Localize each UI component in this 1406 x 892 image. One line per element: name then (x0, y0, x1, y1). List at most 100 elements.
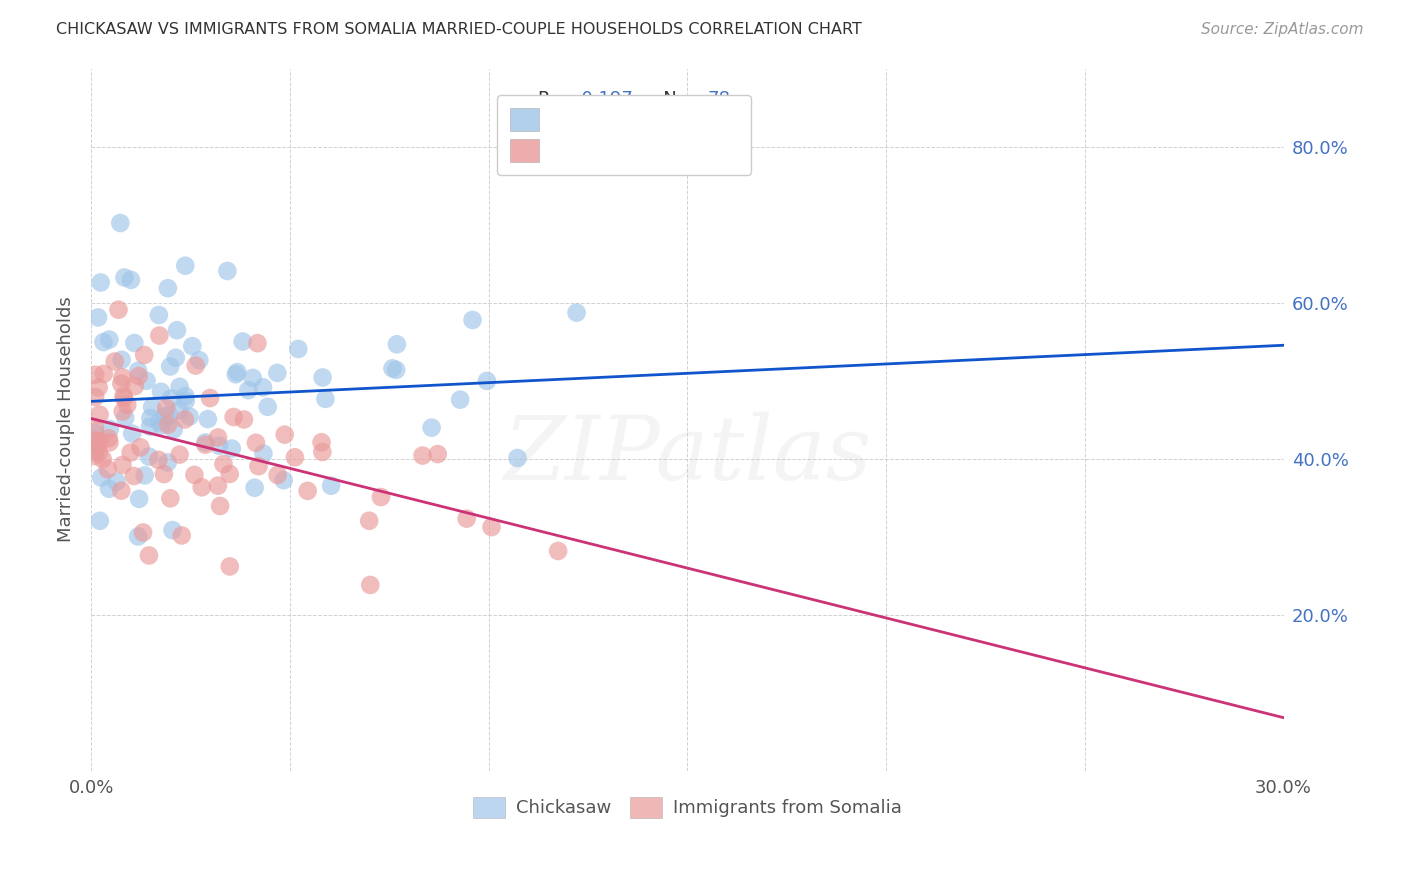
Text: 72: 72 (707, 116, 731, 134)
Point (252, 380, 274, 394)
Point (475, 374, 498, 388)
Point (190, 480, 212, 494)
Point (370, 490, 392, 504)
Point (84, 421, 107, 435)
Point (128, 369, 150, 384)
Point (506, 450, 529, 465)
Point (226, 365, 249, 379)
Point (208, 439, 231, 453)
Point (111, 404, 134, 418)
Point (84, 425, 107, 440)
Point (84, 434, 107, 448)
Point (426, 447, 449, 461)
Point (245, 435, 267, 450)
Point (232, 412, 254, 426)
Point (359, 514, 381, 528)
Point (127, 364, 149, 378)
Point (385, 337, 408, 351)
Text: -0.197: -0.197 (575, 90, 633, 108)
Point (188, 353, 211, 368)
Point (139, 419, 162, 434)
Point (87, 380, 110, 394)
Point (247, 459, 270, 474)
Point (169, 380, 191, 394)
Point (273, 427, 295, 442)
Point (212, 457, 235, 471)
Point (242, 371, 264, 385)
Point (148, 308, 170, 322)
Point (159, 359, 181, 374)
Point (98, 422, 121, 436)
Text: -0.513: -0.513 (575, 116, 633, 134)
Point (134, 348, 156, 362)
Point (381, 361, 404, 376)
Point (90, 470, 112, 484)
Point (319, 479, 342, 493)
Point (153, 467, 176, 482)
Point (139, 411, 162, 425)
Point (197, 412, 219, 426)
Point (266, 366, 288, 380)
Point (127, 529, 149, 543)
Point (287, 342, 309, 356)
Point (184, 359, 207, 373)
Point (134, 468, 156, 483)
Point (84, 390, 107, 404)
Point (120, 445, 142, 459)
Point (98, 482, 121, 496)
Point (148, 328, 170, 343)
Point (246, 336, 269, 351)
Point (97, 431, 120, 445)
Point (183, 467, 205, 482)
Point (256, 400, 278, 414)
Point (114, 270, 136, 285)
Text: ZIPatlas: ZIPatlas (503, 411, 872, 498)
Point (110, 376, 132, 391)
Point (110, 216, 132, 230)
Text: N =: N = (645, 116, 703, 134)
Point (194, 437, 217, 451)
Point (112, 389, 135, 403)
Point (120, 273, 142, 287)
Point (238, 383, 260, 397)
Point (87, 439, 110, 453)
Point (87, 310, 110, 325)
Point (222, 410, 245, 425)
Point (198, 391, 221, 405)
Point (135, 374, 157, 388)
Point (98, 333, 121, 347)
Point (209, 499, 232, 513)
Text: R =: R = (538, 90, 578, 108)
Point (297, 483, 319, 498)
Point (98, 435, 121, 450)
Point (420, 420, 443, 434)
Point (90, 276, 112, 290)
Y-axis label: Married-couple Households: Married-couple Households (58, 297, 75, 542)
Point (173, 412, 195, 426)
Point (243, 481, 266, 495)
Point (166, 323, 188, 337)
Text: N =: N = (645, 90, 703, 108)
Point (89, 434, 111, 449)
Point (156, 455, 179, 469)
Point (311, 370, 333, 384)
Point (311, 435, 333, 450)
Point (169, 448, 191, 462)
Point (266, 468, 288, 483)
Point (157, 417, 180, 432)
Point (179, 409, 201, 424)
Point (84, 449, 107, 463)
Point (207, 478, 229, 492)
Text: CHICKASAW VS IMMIGRANTS FROM SOMALIA MARRIED-COUPLE HOUSEHOLDS CORRELATION CHART: CHICKASAW VS IMMIGRANTS FROM SOMALIA MAR… (56, 22, 862, 37)
Point (159, 491, 181, 506)
Point (148, 453, 170, 467)
Text: Source: ZipAtlas.com: Source: ZipAtlas.com (1201, 22, 1364, 37)
Point (138, 549, 160, 563)
Point (97, 462, 120, 476)
Point (91, 452, 114, 467)
Point (155, 401, 177, 415)
Point (165, 351, 187, 365)
Point (121, 426, 143, 441)
Point (160, 392, 183, 406)
Point (218, 559, 240, 574)
